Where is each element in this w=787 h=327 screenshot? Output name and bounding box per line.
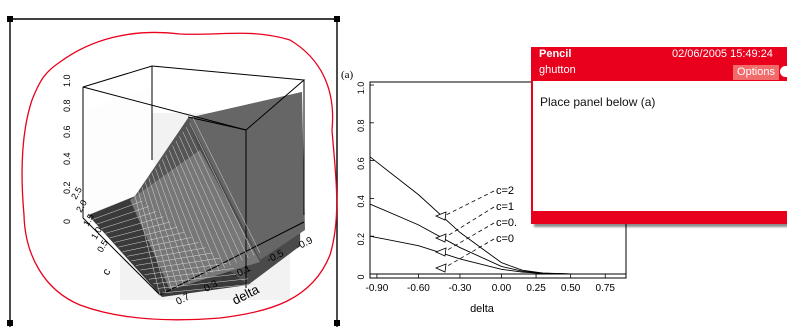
note-date: 02/06/2005 15:49:24 xyxy=(672,48,773,60)
surface-mesh-line xyxy=(172,145,225,268)
surface-mesh-line xyxy=(161,283,256,294)
callout-line xyxy=(443,206,495,239)
options-button[interactable]: Options xyxy=(733,65,779,80)
series-label: c=0. xyxy=(496,217,517,229)
surface-mesh-line xyxy=(158,163,202,278)
callout-arrowhead xyxy=(434,263,447,273)
x-tick-label: 0.25 xyxy=(526,283,546,294)
surface-mesh-line xyxy=(135,252,213,266)
z-tick: 0.6 xyxy=(62,125,72,138)
series-lines xyxy=(369,156,626,275)
y-tick-label: 0.8 xyxy=(356,120,366,133)
surface-mesh-line xyxy=(185,127,249,259)
surface-mesh-line xyxy=(131,247,206,262)
surface-mesh-line xyxy=(189,122,255,256)
resize-handle-top-left[interactable] xyxy=(7,16,13,22)
callout-arrowhead xyxy=(434,233,447,243)
note-body-text[interactable]: Place panel below (a) xyxy=(540,95,656,109)
surface-mesh-line xyxy=(192,117,261,254)
z-tick: 0.8 xyxy=(62,99,72,112)
surface-mesh-line xyxy=(148,268,234,280)
note-user: ghutton xyxy=(539,64,576,76)
surface-mesh-line xyxy=(179,136,237,263)
callout-line xyxy=(443,190,495,217)
x-tick-label: -0.60 xyxy=(407,283,430,294)
x-axis-ticks: -0.90 -0.60 -0.30 0.00 0.25 0.50 0.75 xyxy=(366,274,616,294)
selection-frame[interactable] xyxy=(7,16,340,327)
surface-mesh-line xyxy=(155,168,196,281)
callout-line xyxy=(443,222,495,253)
y-tick-label: 0.2 xyxy=(356,233,366,246)
y-tick-label: 0 xyxy=(356,274,366,279)
z-axis-ticks: 0 0.2 0.4 0.6 0.8 1.0 xyxy=(62,74,72,224)
y-tick-label: 1.0 xyxy=(356,82,366,95)
x-tick-label: 0.50 xyxy=(561,283,581,294)
note-footer-bar xyxy=(533,211,787,224)
y-tick-label: 0.4 xyxy=(356,195,366,208)
surface-mesh-line xyxy=(151,172,190,283)
surface-mesh-line xyxy=(109,221,171,239)
callout-line xyxy=(443,238,495,269)
surface-mesh-line xyxy=(118,231,185,248)
surface-mesh-line xyxy=(127,242,199,257)
sticky-note-popup[interactable]: Pencil 02/06/2005 15:49:24 ghutton Optio… xyxy=(531,47,787,224)
options-menu-icon[interactable] xyxy=(779,65,787,78)
surface-mesh-line xyxy=(114,226,178,243)
x-axis-label: delta xyxy=(470,303,495,315)
surface-plot-3d: 0 0.2 0.4 0.6 0.8 1.0 0.5 1.0 1.5 2.0 2.… xyxy=(21,31,338,321)
x-tick-label: -0.90 xyxy=(366,283,389,294)
resize-handle-top-right[interactable] xyxy=(334,16,340,22)
surface-mesh-line xyxy=(96,206,150,225)
surface-mesh-line xyxy=(153,273,241,285)
x-tick-label: -0.30 xyxy=(449,283,472,294)
series-label: c=2 xyxy=(496,185,514,197)
x-tick-label: 0.75 xyxy=(596,283,616,294)
resize-handle-bottom-right[interactable] xyxy=(334,320,340,326)
y-axis-ticks: 0 0.2 0.4 0.6 0.8 1.0 xyxy=(356,82,374,280)
callout-arrowhead xyxy=(434,211,447,221)
series-callouts: c=2 c=1 c=0. c=0 xyxy=(434,185,517,273)
series-label: c=1 xyxy=(496,201,514,213)
surface-mesh-line xyxy=(168,150,220,271)
surface-mesh-line xyxy=(148,177,184,286)
note-author: Pencil xyxy=(539,48,572,60)
surface-mesh-line xyxy=(182,131,243,261)
surface-mesh-line xyxy=(157,278,248,289)
z-tick: 0.2 xyxy=(62,181,72,194)
surface-mesh-line xyxy=(92,200,143,220)
series-label: c=0 xyxy=(496,233,514,245)
surface-mesh-line xyxy=(105,216,164,234)
line-chart: 0 0.2 0.4 0.6 0.8 1.0 -0.90 -0.60 -0.30 0.00 0.25… xyxy=(356,81,627,315)
surface-mesh-line xyxy=(165,154,214,273)
surface-mesh-line xyxy=(144,182,178,288)
callout-arrowhead xyxy=(434,247,447,257)
red-ink-circle[interactable] xyxy=(21,31,338,321)
z-tick: 0 xyxy=(62,219,72,224)
z-tick: 0.4 xyxy=(62,152,72,165)
resize-handle-bottom-left[interactable] xyxy=(7,320,13,326)
panel-label: (a) xyxy=(341,69,354,81)
c-axis-label: c xyxy=(100,266,113,277)
note-header[interactable]: Pencil 02/06/2005 15:49:24 ghutton Optio… xyxy=(533,47,787,81)
surface-mesh-line xyxy=(175,140,231,266)
z-tick: 1.0 xyxy=(62,74,72,87)
surface-mesh-line xyxy=(87,195,136,216)
surface-mesh-line xyxy=(140,257,220,271)
surface-mesh-line xyxy=(144,263,227,275)
surface-mesh-line xyxy=(162,159,208,276)
bounding-box xyxy=(82,65,306,296)
surface-mesh-line xyxy=(100,211,157,230)
x-tick-label: 0.00 xyxy=(492,283,512,294)
y-tick-label: 0.6 xyxy=(356,157,366,170)
surface-mesh-line xyxy=(122,237,192,252)
